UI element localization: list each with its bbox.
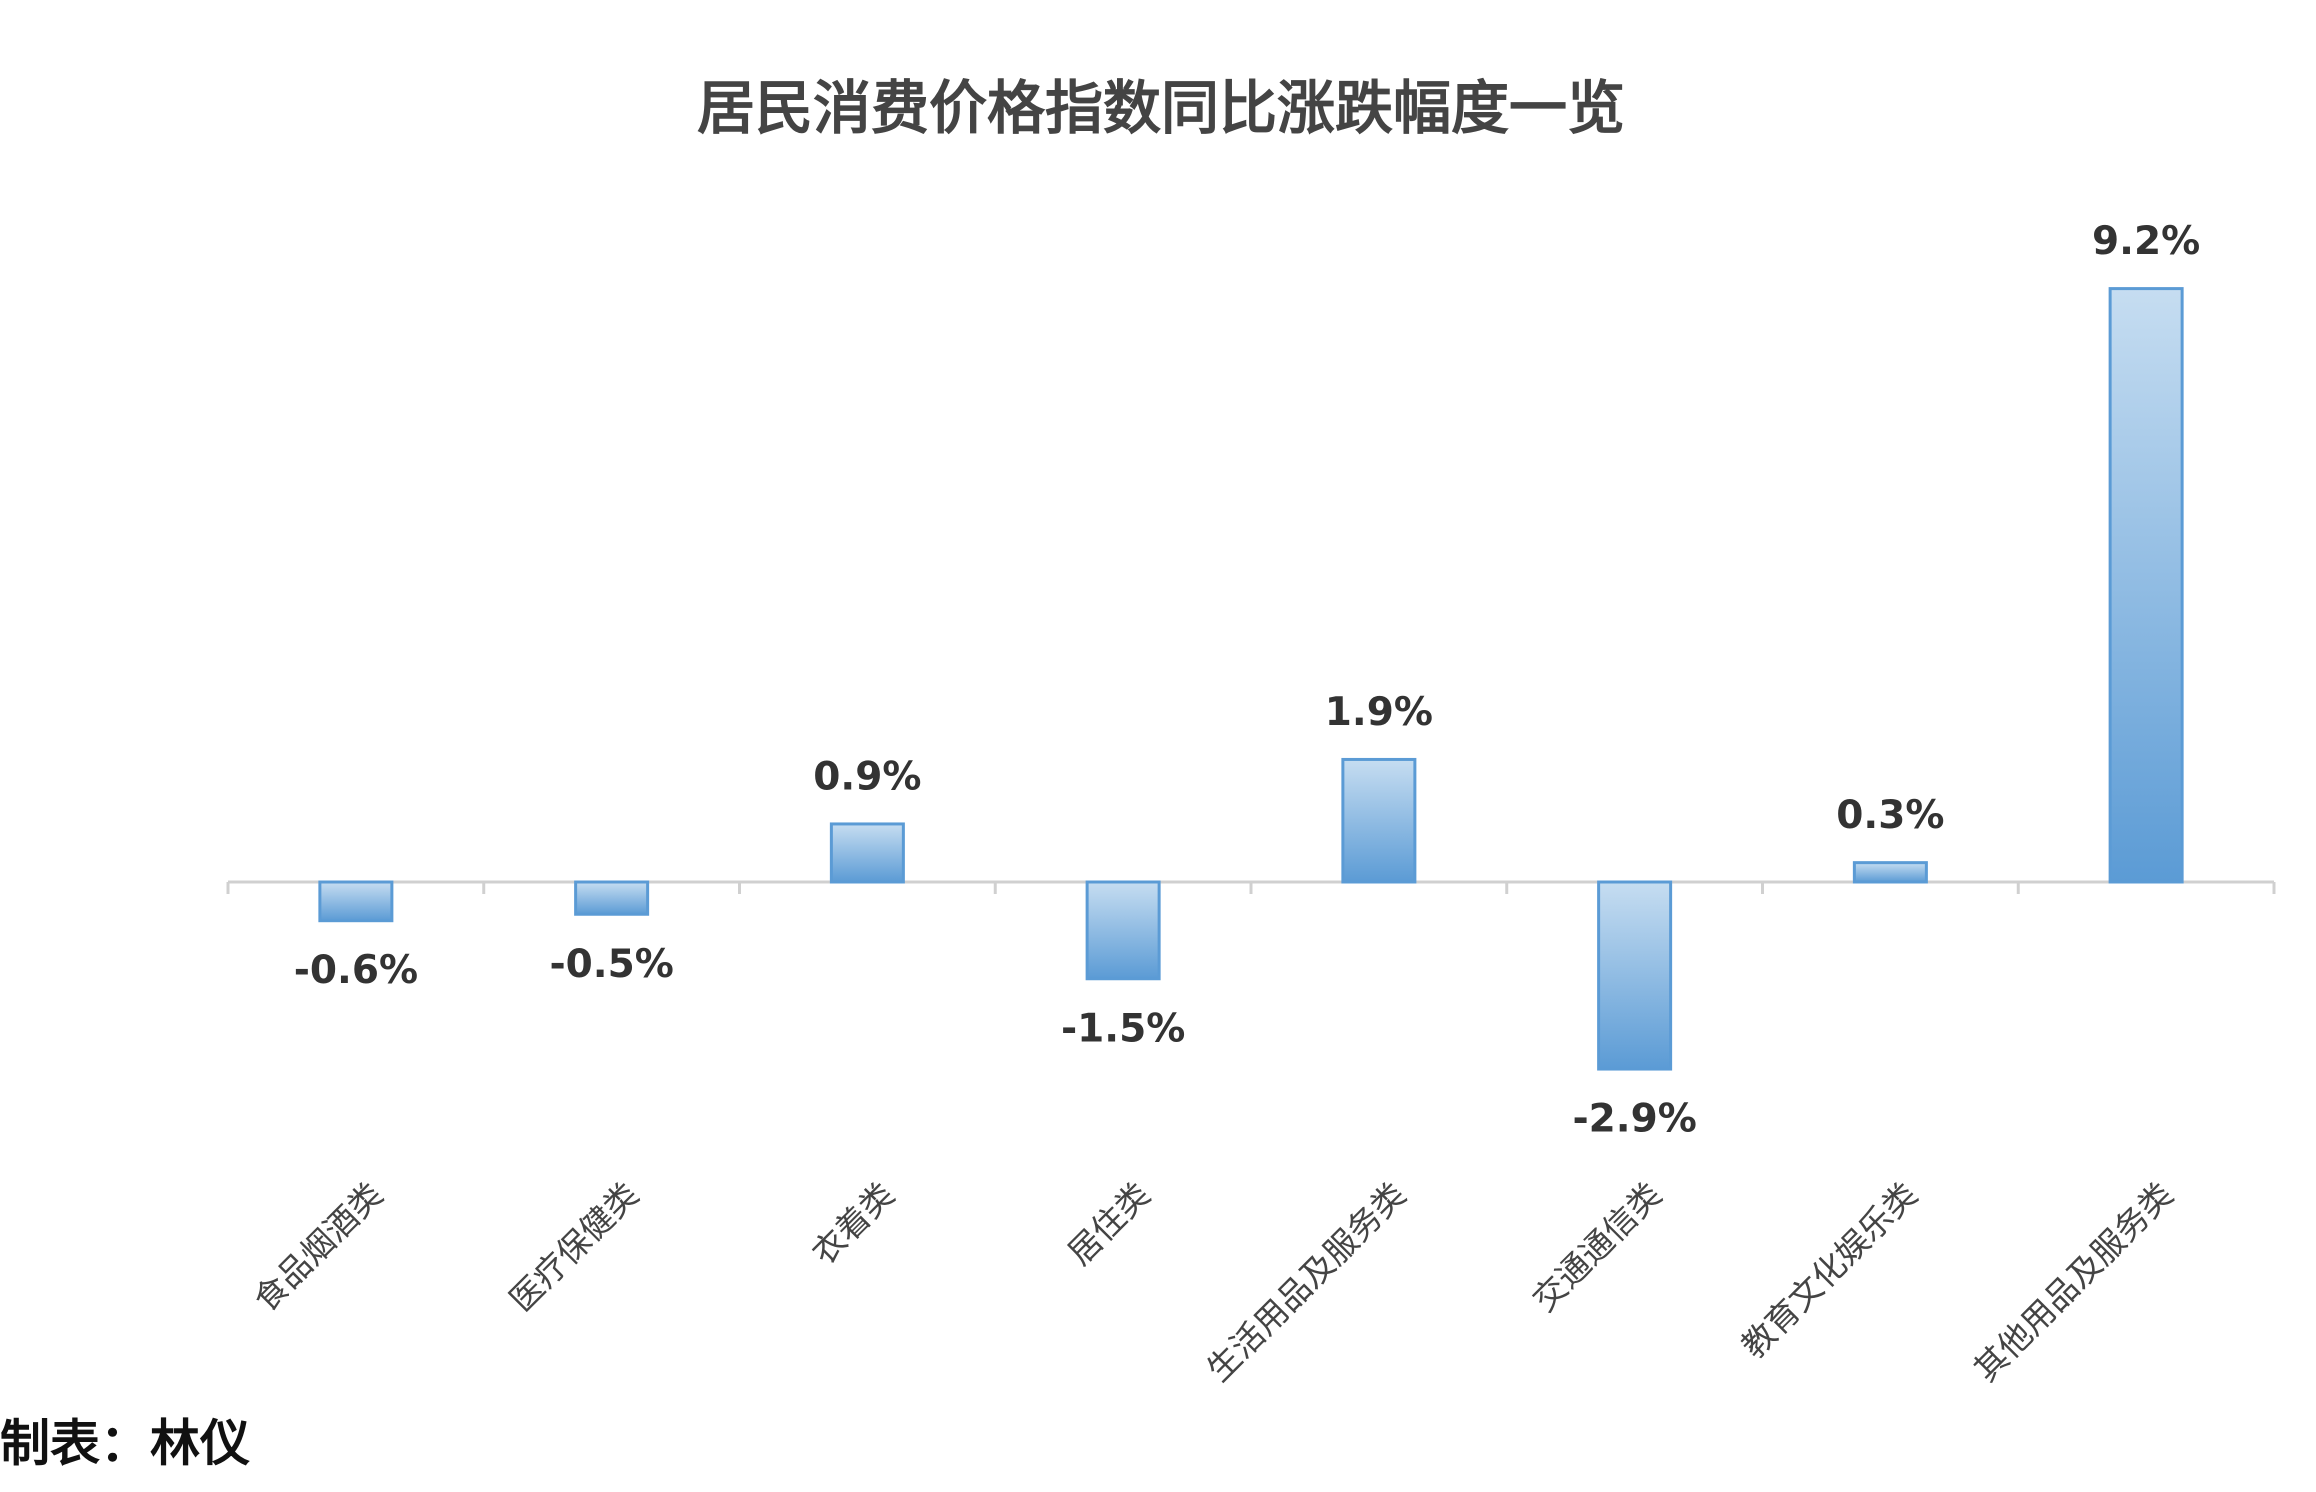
x-tick-label: 其他用品及服务类 — [1966, 1175, 2180, 1389]
chart-title: 居民消费价格指数同比涨跌幅度一览 — [697, 74, 1625, 142]
data-label: -0.5% — [549, 942, 673, 987]
bar — [2108, 287, 2184, 884]
bar — [829, 822, 905, 884]
data-label: 0.3% — [1836, 793, 1944, 838]
x-tick-label: 交通通信类 — [1525, 1175, 1669, 1319]
data-label: -1.5% — [1061, 1006, 1185, 1051]
bar — [1597, 880, 1673, 1071]
x-tick-label: 医疗保健类 — [502, 1175, 646, 1319]
x-tick-label: 居住类 — [1060, 1175, 1158, 1273]
bar — [1341, 757, 1417, 884]
data-label: 0.9% — [813, 754, 921, 799]
x-tick-label: 生活用品及服务类 — [1199, 1175, 1413, 1389]
x-tick-label: 衣着类 — [804, 1175, 902, 1273]
data-label: -0.6% — [294, 948, 418, 993]
bar — [318, 880, 394, 923]
data-label: -2.9% — [1572, 1097, 1696, 1142]
bar — [1852, 861, 1928, 884]
bar — [1085, 880, 1161, 981]
bar — [574, 880, 650, 916]
data-label: 1.9% — [1325, 690, 1433, 735]
x-tick-label: 教育文化娱乐类 — [1734, 1175, 1925, 1366]
x-tick-label: 食品烟酒类 — [246, 1175, 390, 1319]
footer: 制表：林仪 — [0, 1415, 250, 1473]
data-label: 9.2% — [2092, 219, 2200, 264]
